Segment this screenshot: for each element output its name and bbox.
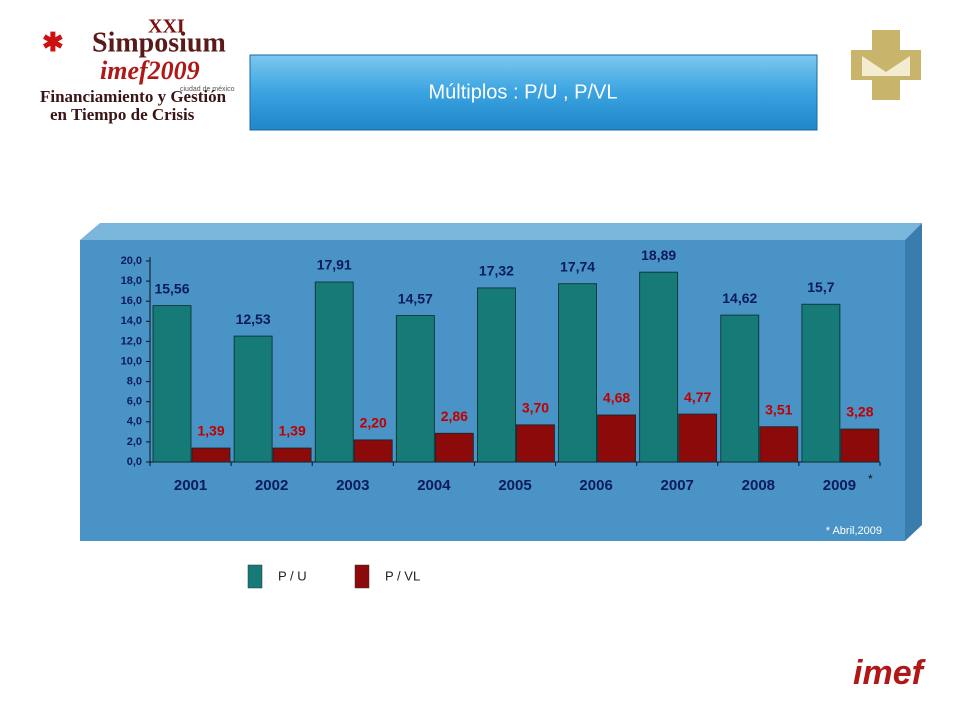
- legend-swatch: [354, 564, 370, 589]
- value-label: 17,91: [317, 257, 352, 273]
- x-tick-label: 2005: [498, 477, 531, 494]
- bar: [558, 283, 597, 463]
- value-label: 3,28: [846, 404, 873, 420]
- value-label: 1,39: [278, 423, 305, 439]
- y-tick-label: 8,0: [127, 376, 142, 388]
- annotation: *: [868, 472, 873, 486]
- logo-line: en Tiempo de Crisis: [50, 105, 195, 124]
- y-tick-label: 10,0: [121, 355, 142, 367]
- y-tick-label: 12,0: [121, 335, 142, 347]
- y-tick-label: 14,0: [121, 315, 142, 327]
- event-logo: XXI ✱ Simposium imef2009 ciudad de méxic…: [40, 16, 235, 124]
- value-label: 1,39: [197, 423, 224, 439]
- bar: [233, 335, 273, 463]
- value-label: 15,56: [154, 280, 189, 296]
- bar: [434, 432, 474, 463]
- value-label: 12,53: [236, 311, 271, 327]
- value-label: 15,7: [807, 279, 834, 295]
- value-label: 3,70: [522, 400, 549, 416]
- bar: [395, 315, 435, 463]
- logo-line: Financiamiento y Gestión: [40, 87, 227, 106]
- x-tick-label: 2009: [823, 477, 856, 494]
- x-tick-label: 2006: [579, 477, 612, 494]
- bar: [801, 303, 841, 463]
- y-tick-label: 0,0: [127, 456, 142, 468]
- value-label: 3,51: [765, 401, 792, 417]
- chart-title: Múltiplos : P/U , P/VL: [429, 81, 618, 103]
- title-banner: [249, 54, 818, 131]
- logo-mark: ✱: [42, 27, 64, 57]
- bar: [314, 281, 354, 463]
- bar: [516, 424, 555, 463]
- value-label: 2,86: [441, 408, 468, 424]
- bar: [639, 271, 679, 463]
- footer-logo: imef: [853, 654, 927, 692]
- logo-event: Simposium: [92, 27, 226, 58]
- bar: [759, 426, 799, 463]
- bar: [477, 287, 516, 463]
- y-tick-label: 4,0: [127, 416, 142, 428]
- bar: [840, 428, 880, 463]
- y-tick-label: 6,0: [127, 396, 142, 408]
- panel-side: [905, 223, 922, 541]
- value-label: 17,32: [479, 263, 514, 279]
- y-tick-label: 20,0: [121, 255, 142, 267]
- x-tick-label: 2003: [336, 477, 369, 494]
- legend-label: P / VL: [385, 568, 420, 583]
- bar: [597, 414, 636, 463]
- bar: [720, 314, 760, 463]
- corner-emblem: [851, 30, 921, 100]
- logo-city: ciudad de méxico: [180, 86, 235, 93]
- value-label: 17,74: [560, 258, 595, 274]
- x-tick-label: 2007: [661, 477, 694, 494]
- logo-brand: imef2009: [100, 56, 200, 85]
- legend-swatch: [247, 564, 263, 589]
- value-label: 14,57: [398, 290, 433, 306]
- value-label: 18,89: [641, 247, 676, 263]
- value-label: 4,77: [684, 389, 711, 405]
- note: * Abril,2009: [826, 525, 882, 537]
- y-tick-label: 16,0: [121, 295, 142, 307]
- x-tick-label: 2008: [742, 477, 775, 494]
- bar: [152, 305, 192, 463]
- x-tick-label: 2001: [174, 477, 207, 494]
- bar: [191, 447, 231, 463]
- legend-label: P / U: [278, 568, 307, 583]
- y-tick-label: 2,0: [127, 436, 142, 448]
- y-tick-label: 18,0: [121, 275, 142, 287]
- x-tick-label: 2004: [417, 477, 451, 494]
- bar: [678, 413, 718, 463]
- logo-edition: XXI: [148, 16, 185, 38]
- bar: [353, 439, 393, 463]
- panel-top: [80, 223, 922, 240]
- value-label: 2,20: [360, 415, 387, 431]
- value-label: 4,68: [603, 390, 630, 406]
- value-label: 14,62: [722, 290, 757, 306]
- bar: [272, 447, 312, 463]
- x-tick-label: 2002: [255, 477, 288, 494]
